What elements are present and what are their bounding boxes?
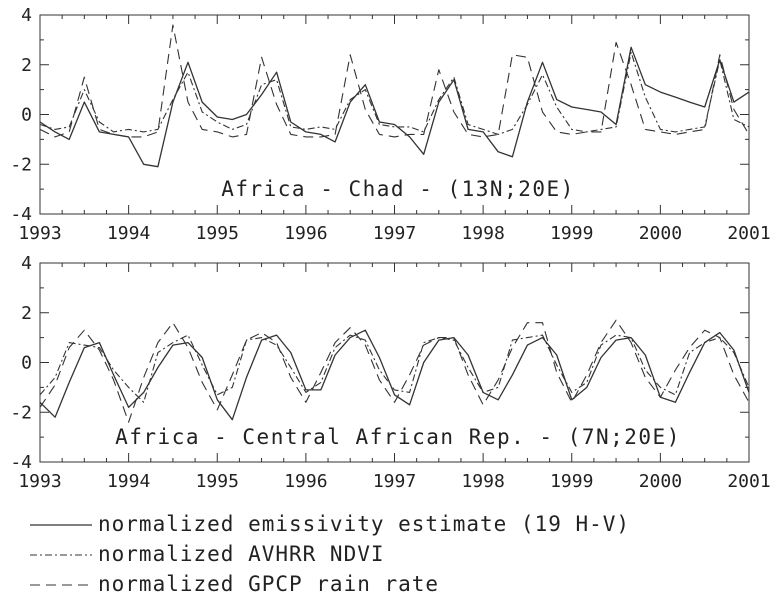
legend-swatch-solid: [30, 524, 92, 526]
y-tick-label: -4: [10, 452, 32, 473]
x-tick-label: 1995: [196, 471, 239, 492]
y-tick-label: -4: [10, 204, 32, 225]
x-tick-label: 1999: [550, 223, 593, 244]
series-line-normalized-avhrr-ndvi: [39, 51, 750, 135]
legend-swatch-dashdot: [30, 554, 92, 556]
panel-central-african-rep: 1993 1994 1995 1996 1997 1998 1999 2000 2001 -4 -2…: [10, 253, 770, 492]
panel-title: Africa - Central African Rep. - (7N;20E): [115, 425, 681, 449]
x-tick-label: 1993: [18, 223, 61, 244]
y-tick-label: 2: [21, 55, 32, 76]
x-tick-label: 2000: [639, 223, 682, 244]
series-line-normalized-emissivity-estimate-19-h-v: [39, 46, 750, 168]
x-tick-label: 2000: [639, 471, 682, 492]
x-tick-label: 1999: [550, 471, 593, 492]
legend: normalized emissivity estimate (19 H-V) …: [30, 512, 770, 602]
panel-title: Africa - Chad - (13N;20E): [221, 177, 575, 201]
x-tick-label: 1993: [18, 471, 61, 492]
series-line-normalized-gpcp-rain-rate: [39, 319, 750, 423]
x-tick-label: 2001: [727, 223, 770, 244]
y-tick-label: 4: [21, 5, 32, 26]
series-line-normalized-avhrr-ndvi: [39, 334, 750, 403]
y-tick-label: 2: [21, 303, 32, 324]
x-tick-label: 2001: [727, 471, 770, 492]
x-tick-label: 1997: [373, 471, 416, 492]
series-line-normalized-emissivity-estimate-19-h-v: [39, 329, 750, 421]
y-tick-label: -2: [10, 154, 32, 175]
legend-swatch-dashed: [30, 584, 92, 586]
panel-chad: 1993 1994 1995 1996 1997 1998 1999 2000 2001 -4 -2…: [10, 5, 770, 244]
legend-item-emissivity: normalized emissivity estimate (19 H-V): [30, 512, 770, 542]
y-tick-label: -2: [10, 402, 32, 423]
y-tick-label: 0: [21, 105, 32, 126]
x-tick-label: 1998: [461, 223, 504, 244]
series-line-normalized-gpcp-rain-rate: [39, 24, 750, 138]
x-tick-label: 1994: [107, 223, 150, 244]
legend-label-emissivity: normalized emissivity estimate (19 H-V): [98, 512, 631, 536]
legend-item-ndvi: normalized AVHRR NDVI: [30, 542, 770, 572]
legend-label-gpcp: normalized GPCP rain rate: [98, 572, 440, 596]
x-tick-label: 1995: [196, 223, 239, 244]
x-tick-label: 1997: [373, 223, 416, 244]
legend-item-gpcp: normalized GPCP rain rate: [30, 572, 770, 602]
x-tick-label: 1994: [107, 471, 150, 492]
legend-label-ndvi: normalized AVHRR NDVI: [98, 542, 385, 566]
x-tick-label: 1996: [284, 223, 327, 244]
y-tick-label: 0: [21, 353, 32, 374]
x-tick-label: 1998: [461, 471, 504, 492]
x-tick-label: 1996: [284, 471, 327, 492]
y-tick-label: 4: [21, 253, 32, 274]
